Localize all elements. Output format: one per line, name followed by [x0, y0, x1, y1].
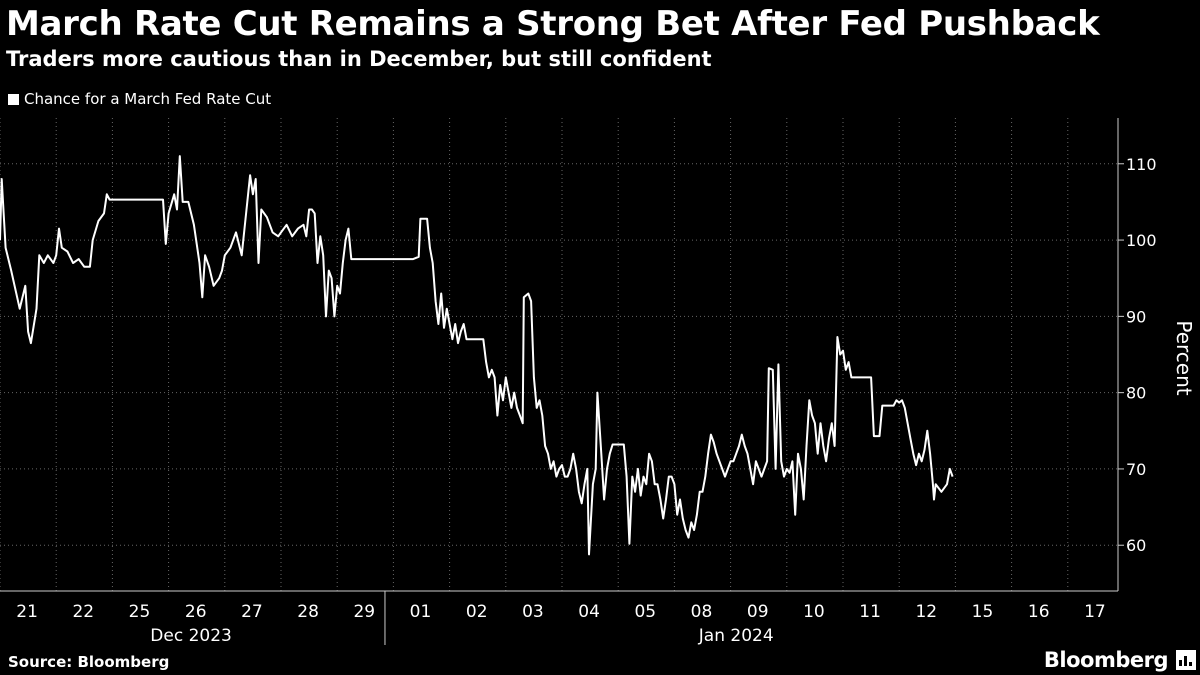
x-tick-label: 11 — [859, 602, 881, 622]
series-line — [0, 155, 954, 556]
x-tick-label: 09 — [747, 602, 769, 622]
y-tick-label: 100 — [1126, 231, 1157, 250]
y-tick-label: 70 — [1126, 460, 1146, 479]
source-note: Source: Bloomberg — [8, 653, 170, 671]
x-tick-label: 15 — [972, 602, 994, 622]
y-axis-title: Percent — [1172, 320, 1196, 395]
x-tick-label: 22 — [72, 602, 94, 622]
legend: Chance for a March Fed Rate Cut — [8, 89, 271, 109]
y-tick-label: 60 — [1126, 536, 1146, 555]
x-tick-label: 05 — [634, 602, 656, 622]
x-tick-label: 28 — [297, 602, 319, 622]
x-tick-label: 12 — [915, 602, 937, 622]
bloomberg-logo: Bloomberg — [1043, 648, 1169, 672]
legend-swatch — [8, 93, 19, 105]
x-tick-label: 21 — [16, 602, 38, 622]
y-tick-label: 80 — [1126, 384, 1146, 403]
month-label: Jan 2024 — [698, 626, 774, 646]
x-tick-label: 01 — [410, 602, 432, 622]
x-tick-label: 08 — [691, 602, 713, 622]
x-tick-label: 10 — [803, 602, 825, 622]
x-tick-label: 02 — [466, 602, 488, 622]
x-tick-label: 26 — [185, 602, 207, 622]
x-tick-label: 16 — [1028, 602, 1050, 622]
x-tick-label: 27 — [241, 602, 263, 622]
y-tick-label: 110 — [1126, 155, 1157, 174]
chart-subtitle: Traders more cautious than in December, … — [6, 47, 712, 71]
x-tick-label: 03 — [522, 602, 544, 622]
month-label: Dec 2023 — [150, 626, 232, 646]
y-tick-label: 90 — [1126, 307, 1146, 326]
legend-label: Chance for a March Fed Rate Cut — [24, 90, 272, 108]
x-tick-label: 25 — [129, 602, 151, 622]
bloomberg-mark-icon — [1176, 650, 1196, 670]
chart-title: March Rate Cut Remains a Strong Bet Afte… — [6, 4, 1100, 44]
x-tick-label: 04 — [578, 602, 600, 622]
x-tick-label: 17 — [1084, 602, 1106, 622]
x-tick-label: 29 — [353, 602, 375, 622]
